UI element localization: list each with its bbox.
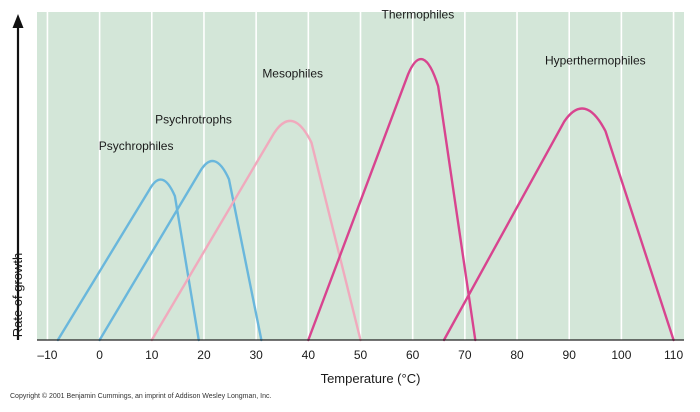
curve-hyperthermophiles — [442, 107, 675, 342]
x-tick-label: 50 — [354, 348, 368, 362]
curve-psychrophiles — [56, 178, 200, 342]
x-tick-label: –10 — [37, 348, 57, 362]
x-tick-labels: –10 0 10 20 30 40 50 60 70 80 90 100 110 — [37, 348, 683, 362]
label-psychrotrophs: Psychrotrophs — [155, 113, 232, 127]
x-tick-label: 60 — [406, 348, 420, 362]
y-axis-title: Rate of growth — [10, 253, 25, 338]
x-tick-label: 30 — [249, 348, 263, 362]
y-axis-arrow — [12, 14, 24, 340]
curve-thermophiles — [307, 57, 477, 342]
series-labels: Psychrophiles Psychrotrophs Mesophiles Ther… — [99, 8, 646, 153]
x-tick-label: 70 — [458, 348, 472, 362]
label-hyperthermophiles: Hyperthermophiles — [545, 53, 646, 67]
label-mesophiles: Mesophiles — [262, 67, 323, 81]
x-tick-label: 20 — [197, 348, 211, 362]
label-thermophiles: Thermophiles — [382, 8, 455, 22]
x-tick-label: 40 — [302, 348, 316, 362]
x-tick-label: 110 — [664, 348, 683, 362]
x-tick-label: 0 — [96, 348, 103, 362]
label-psychrophiles: Psychrophiles — [99, 139, 174, 153]
x-axis-title: Temperature (°C) — [321, 371, 421, 386]
copyright-notice: Copyright © 2001 Benjamin Cummings, an i… — [10, 393, 272, 400]
x-tick-label: 10 — [145, 348, 159, 362]
curve-psychrotrophs — [98, 160, 263, 342]
series-curves — [56, 57, 675, 342]
x-tick-label: 80 — [510, 348, 524, 362]
curve-mesophiles — [150, 119, 362, 342]
x-tick-label: 100 — [611, 348, 631, 362]
x-tick-label: 90 — [563, 348, 577, 362]
